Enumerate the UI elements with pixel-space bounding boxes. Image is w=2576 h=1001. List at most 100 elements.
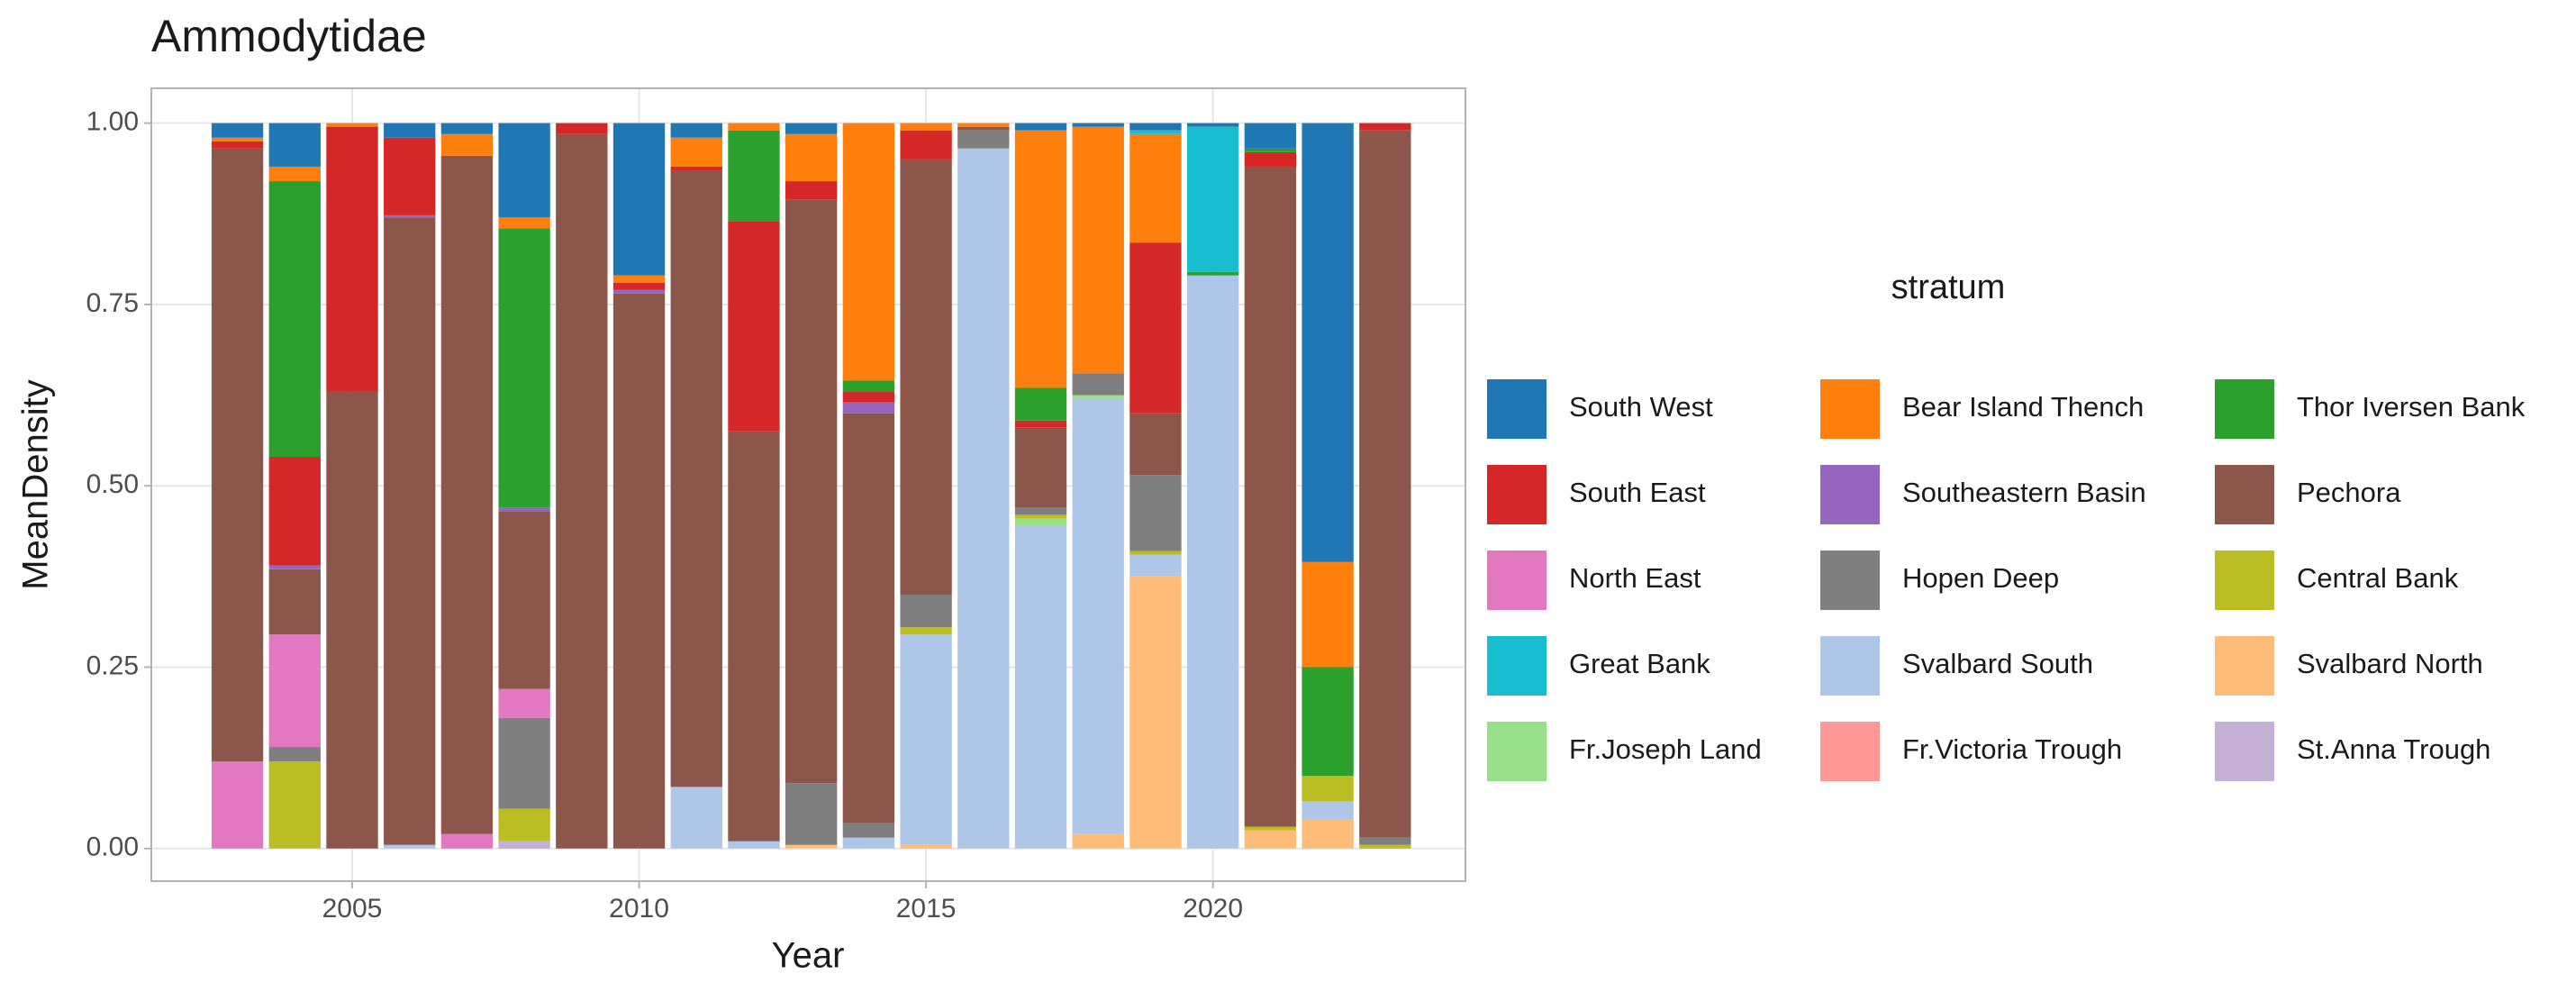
bar-segment (612, 123, 666, 276)
bar-segment (1129, 413, 1182, 476)
bar-segment (326, 126, 378, 392)
x-axis-title: Year (772, 936, 845, 976)
y-tick-label: 1.00 (86, 107, 139, 137)
legend-label: South West (1569, 391, 1713, 423)
bar-segment (1186, 126, 1239, 272)
bar-segment (268, 166, 321, 182)
bar-segment (670, 137, 722, 167)
bar-segment (900, 627, 952, 635)
bar-segment (900, 634, 952, 845)
legend-key (1487, 722, 1547, 781)
legend-key (2215, 379, 2274, 439)
legend-key (1820, 551, 1880, 610)
bar-segment (268, 123, 321, 167)
legend-label: Pechora (2297, 477, 2401, 508)
bar-segment (728, 841, 780, 849)
bar-segment (498, 217, 550, 229)
bar-segment (670, 166, 722, 170)
bar-segment (612, 289, 666, 294)
bar-segment (785, 133, 838, 182)
bar-segment (900, 844, 952, 849)
bar-segment (1302, 123, 1354, 562)
bar-segment (900, 159, 952, 595)
bar-segment (326, 123, 378, 127)
bar-segment (268, 569, 321, 635)
x-tick-label: 2010 (609, 894, 669, 924)
bar-segment (1244, 826, 1297, 831)
bar-segment (900, 130, 952, 159)
bar-segment (612, 282, 666, 290)
legend-label: Southeastern Basin (1902, 477, 2146, 508)
bar-segment (1072, 398, 1124, 834)
bar-segment (842, 413, 895, 824)
bar-segment (1302, 819, 1354, 849)
legend-label: South East (1569, 477, 1706, 508)
legend-label: Svalbard South (1902, 648, 2093, 679)
bar-segment (1129, 551, 1182, 555)
y-tick-label: 0.75 (86, 288, 139, 318)
legend-key (1820, 636, 1880, 696)
bar-segment (1072, 123, 1124, 127)
bar-segment (900, 594, 952, 628)
bar-segment (785, 783, 838, 845)
bar-segment (326, 391, 378, 849)
bar-segment (211, 141, 264, 149)
bar-segment (1014, 387, 1067, 421)
bar-segment (1014, 518, 1067, 526)
bar-segment (842, 402, 895, 414)
bar-segment (1072, 373, 1124, 396)
x-tick-label: 2020 (1183, 894, 1243, 924)
bar-segment (728, 221, 780, 432)
bar-segment (440, 155, 494, 834)
bar-segment (1244, 123, 1297, 149)
legend-key (2215, 465, 2274, 524)
bar-segment (957, 123, 1010, 127)
bar-segment (268, 457, 321, 566)
bar-segment (1302, 776, 1354, 802)
bar-segment (384, 844, 436, 849)
legend-key (1820, 722, 1880, 781)
bar-segment (1302, 667, 1354, 777)
bar-segment (440, 833, 494, 849)
bar-segment (1186, 271, 1239, 276)
bar-segment (384, 217, 436, 845)
legend-label: Thor Iversen Bank (2297, 391, 2526, 423)
bar-segment (1129, 576, 1182, 849)
bar-segment (1244, 830, 1297, 849)
bar-segment (1014, 420, 1067, 428)
bar-segment (842, 837, 895, 849)
bar-segment (957, 130, 1010, 149)
bar-segment (211, 761, 264, 849)
bar-segment (1359, 844, 1411, 849)
legend-key (1820, 379, 1880, 439)
bar-segment (384, 137, 436, 215)
bar-segment (842, 380, 895, 392)
bar-segment (556, 133, 608, 849)
bar-segment (957, 126, 1010, 131)
bar-segment (498, 688, 550, 718)
bar-segment (957, 148, 1010, 849)
bar-segment (728, 123, 780, 131)
bar-segment (440, 123, 494, 134)
bar-segment (211, 123, 264, 138)
bar-segment (842, 391, 895, 403)
bar-segment (498, 511, 550, 689)
bar-segment (498, 808, 550, 842)
legend-label: Central Bank (2297, 562, 2459, 594)
bar-segment (785, 844, 838, 849)
legend-key (2215, 551, 2274, 610)
x-tick-label: 2005 (322, 894, 383, 924)
bar-segment (612, 293, 666, 849)
bar-segment (1244, 166, 1297, 827)
legend-key (2215, 636, 2274, 696)
bar-segment (1014, 130, 1067, 388)
y-tick-label: 0.25 (86, 651, 139, 680)
bar-segment (384, 123, 436, 138)
bar-segment (1302, 801, 1354, 820)
legend-key (1487, 465, 1547, 524)
bar-segment (498, 717, 550, 809)
bar-segment (900, 123, 952, 131)
bar-segment (1244, 148, 1297, 152)
bar-segment (1302, 561, 1354, 668)
